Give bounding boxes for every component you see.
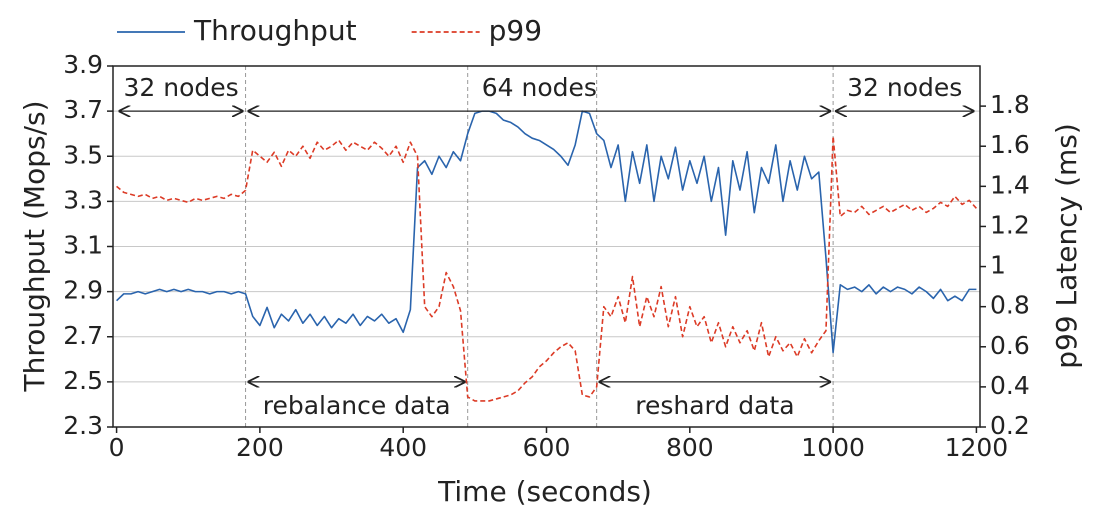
- series-line: [116, 110, 977, 354]
- x-tick-label: 800: [666, 433, 714, 462]
- y-tick-label: 2.9: [63, 276, 103, 305]
- y-axis-label: Throughput (Mops/s): [18, 100, 51, 392]
- x-tick-label: 200: [236, 433, 284, 462]
- y-tick-label: 3.7: [63, 95, 103, 124]
- x-axis-label: Time (seconds): [437, 475, 652, 508]
- annotation-label: rebalance data: [263, 391, 451, 420]
- y2-tick-label: 1.2: [990, 210, 1030, 239]
- y2-tick-label: 0.2: [990, 411, 1030, 440]
- annotation-label: 64 nodes: [482, 73, 597, 102]
- annotation-label: 32 nodes: [847, 73, 962, 102]
- y2-tick-label: 0.8: [990, 291, 1030, 320]
- y-tick-label: 3.3: [63, 185, 103, 214]
- y-tick-label: 2.3: [63, 411, 103, 440]
- y-tick-label: 2.7: [63, 321, 103, 350]
- x-tick-label: 1200: [945, 433, 1009, 462]
- grid: [113, 65, 980, 428]
- x-tick-label: 400: [379, 433, 427, 462]
- y2-tick-label: 0.6: [990, 331, 1030, 360]
- y-tick-label: 3.9: [63, 50, 103, 79]
- plot-area: [116, 110, 978, 402]
- y-tick-label: 3.5: [63, 140, 103, 169]
- y2-tick-label: 1: [990, 251, 1006, 280]
- y-tick-label: 3.1: [63, 231, 103, 260]
- annotation-label: 32 nodes: [123, 73, 238, 102]
- y2-tick-label: 1.4: [990, 170, 1030, 199]
- x-tick-label: 0: [109, 433, 125, 462]
- y2-tick-label: 1.8: [990, 90, 1030, 119]
- y-tick-label: 2.5: [63, 366, 103, 395]
- legend-label: p99: [489, 14, 542, 47]
- x-tick-label: 600: [523, 433, 571, 462]
- y2-tick-label: 0.4: [990, 371, 1030, 400]
- series-line: [116, 135, 978, 402]
- x-tick-label: 1000: [801, 433, 865, 462]
- annotation-label: reshard data: [635, 391, 794, 420]
- legend-label: Throughput: [193, 14, 357, 47]
- y2-tick-label: 1.6: [990, 130, 1030, 159]
- y2-axis-label: p99 Latency (ms): [1050, 123, 1083, 369]
